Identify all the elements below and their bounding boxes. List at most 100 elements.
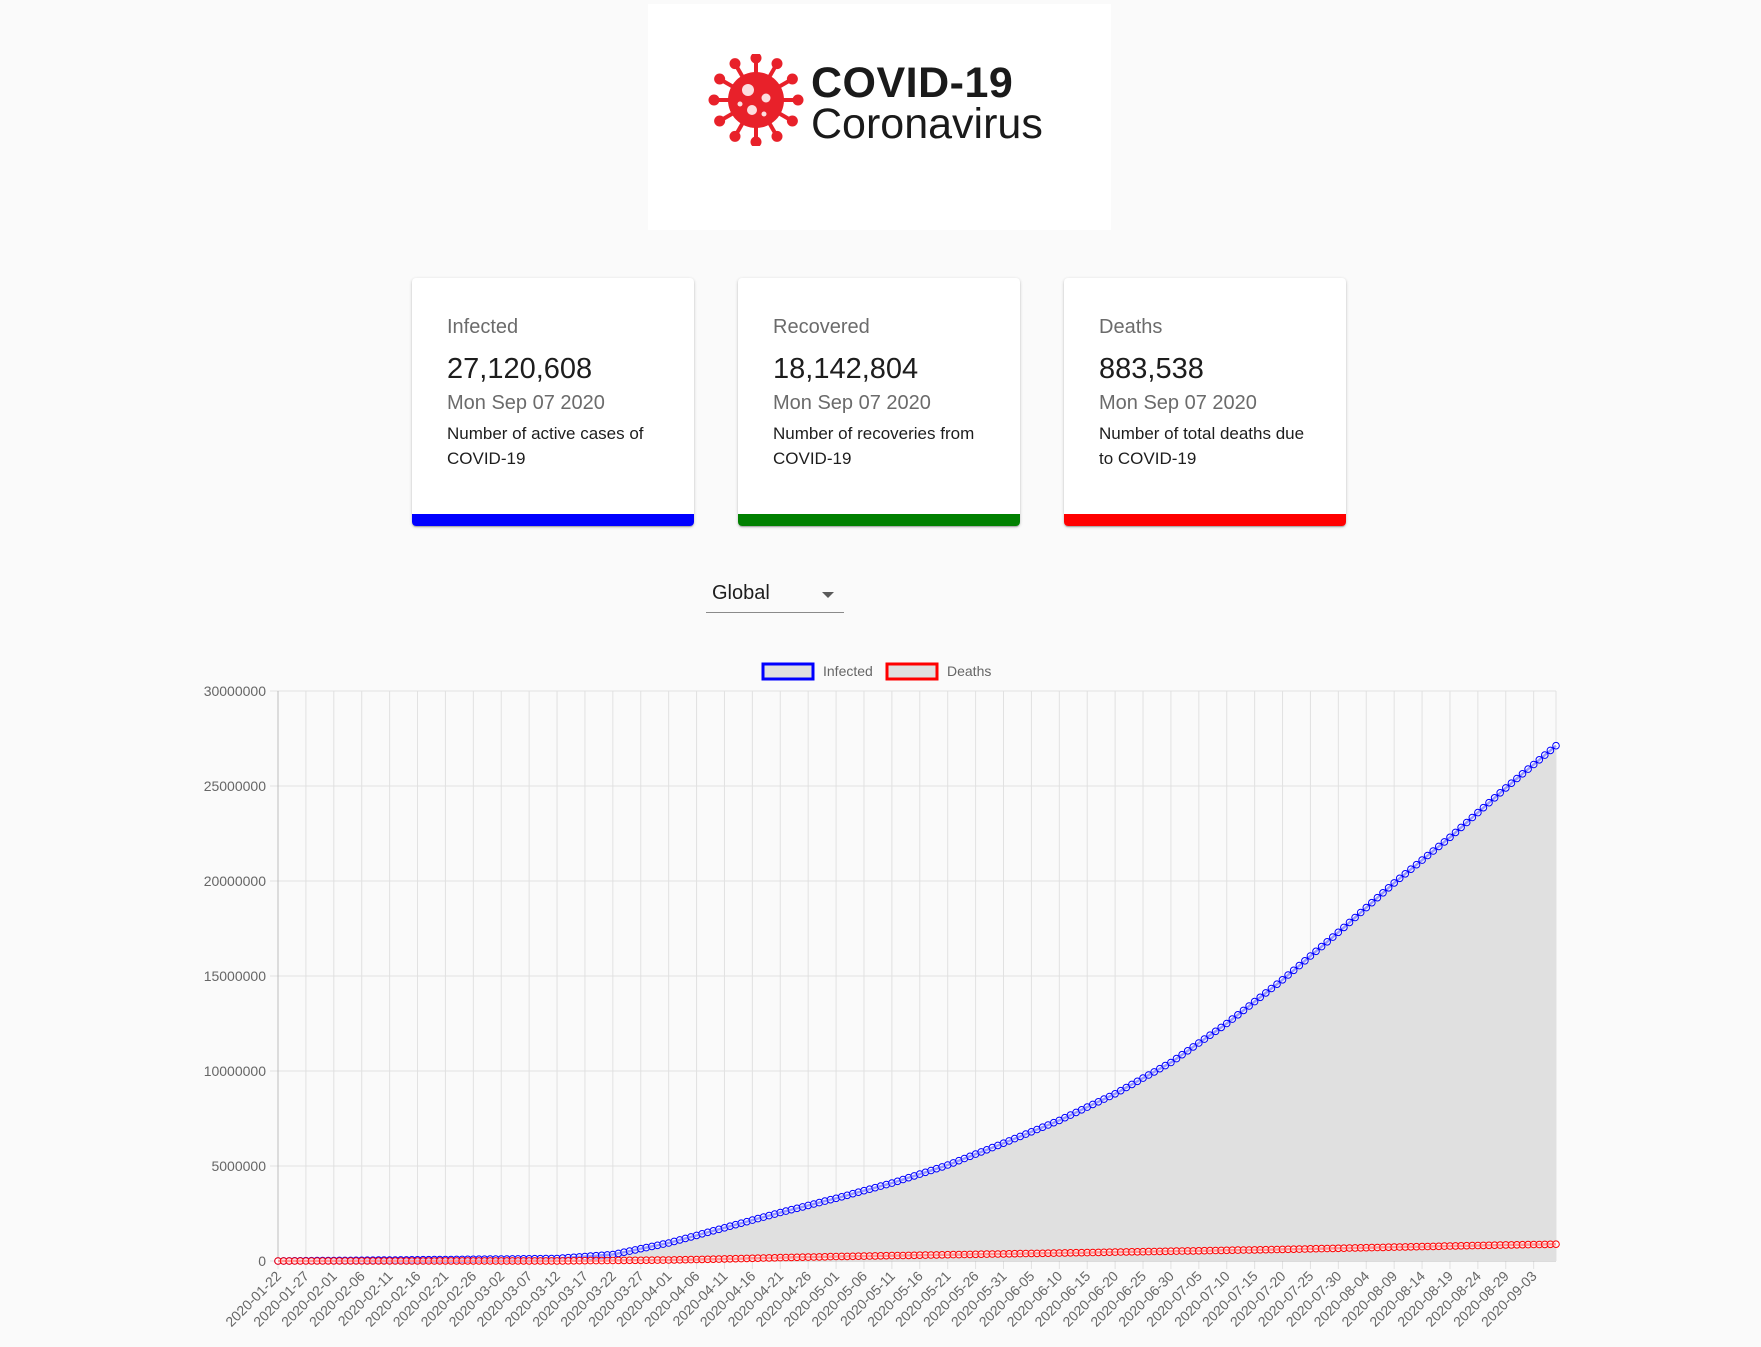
data-point [1513,774,1521,783]
data-point [1552,1240,1560,1249]
data-point [1217,1023,1225,1032]
data-point [1384,884,1393,892]
data-point [1329,933,1337,941]
data-point [1440,838,1449,846]
data-point [1356,908,1365,917]
data-point [1312,947,1320,956]
data-point [1183,1047,1192,1055]
data-point [1502,784,1510,792]
data-point [1178,1050,1186,1059]
data-point [1446,833,1454,842]
country-select[interactable]: Global [706,570,844,613]
data-point [1351,913,1359,922]
deaths-card: Deaths 883,538 Mon Sep 07 2020 Number of… [1064,278,1346,526]
card-value: 27,120,608 [447,353,593,385]
data-point [1301,957,1309,965]
y-tick-label: 5000000 [211,1158,266,1174]
data-point [1116,1086,1125,1095]
data-point [1256,993,1264,1002]
card-date: Mon Sep 07 2020 [1099,392,1257,414]
data-point [1345,918,1354,927]
data-point [1507,779,1516,787]
card-label: Recovered [773,316,870,338]
card-value: 18,142,804 [773,353,919,385]
data-point [1278,976,1287,984]
legend-label: Deaths [947,663,991,679]
data-point [1211,1027,1220,1036]
data-point [1518,770,1527,778]
data-point [1395,874,1404,883]
data-point [1228,1015,1237,1023]
data-point [1133,1077,1142,1086]
data-point [1139,1074,1147,1082]
data-point [1340,923,1348,932]
data-point [1317,942,1326,951]
card-label: Deaths [1099,316,1163,338]
logo-title: COVID-19 [811,59,1014,107]
data-point [1485,798,1493,807]
data-point [1195,1039,1203,1047]
y-tick-label: 10000000 [204,1063,267,1079]
data-point [1167,1058,1175,1067]
data-point [1200,1035,1209,1043]
card-color-bar [412,514,694,526]
card-color-bar [1064,514,1346,526]
card-value: 883,538 [1099,353,1204,385]
card-label: Infected [447,316,519,338]
data-point [1284,971,1292,979]
card-color-bar [738,514,1020,526]
data-point [1245,1002,1253,1010]
data-point [1535,756,1544,764]
y-tick-label: 15000000 [204,968,267,984]
data-point [1418,856,1426,864]
data-point [1239,1006,1248,1015]
legend-label: Infected [823,663,873,679]
legend-swatch [885,662,939,681]
data-point [1429,847,1437,855]
data-point [1206,1031,1214,1040]
infected-card: Infected 27,120,608 Mon Sep 07 2020 Numb… [412,278,694,526]
data-point [1122,1083,1131,1092]
y-tick-label: 30000000 [204,683,267,699]
data-point [1401,870,1410,878]
data-point [1496,789,1504,797]
virus-icon [708,54,804,146]
data-point [1128,1080,1136,1089]
y-tick-label: 20000000 [204,873,267,889]
card-description: Number of total deaths due to COVID-19 [1099,424,1305,468]
data-point [1234,1011,1242,1019]
data-point [1407,865,1415,873]
data-point [1111,1090,1119,1098]
series-area-infected [278,745,1556,1261]
legend-swatch [761,662,815,681]
data-point [1222,1019,1231,1028]
cases-line-chart: 0 5000000 10000000 15000000 20000000 25000000… [204,662,1560,1330]
data-point [1468,813,1477,822]
data-point [1479,803,1488,812]
data-point [1435,842,1443,851]
y-tick-label: 0 [258,1253,266,1269]
data-point [1189,1043,1197,1051]
data-point [1379,889,1387,897]
data-point [1267,984,1276,993]
data-point [1362,903,1371,912]
data-point [1546,746,1555,755]
data-point [1524,765,1532,773]
data-point [1289,966,1298,975]
data-point [1451,828,1460,837]
data-point [1334,928,1343,937]
chevron-down-icon [822,592,834,598]
data-point [1306,952,1315,960]
country-select-value: Global [712,582,770,604]
data-point [1412,860,1421,869]
data-point [1457,823,1465,832]
recovered-card: Recovered 18,142,804 Mon Sep 07 2020 Num… [738,278,1020,526]
data-point [1423,851,1432,860]
data-point [1390,879,1398,887]
card-date: Mon Sep 07 2020 [773,392,931,414]
logo-subtitle: Coronavirus [811,100,1043,148]
data-point [1552,741,1560,750]
data-point [1156,1064,1164,1073]
card-date: Mon Sep 07 2020 [447,392,605,414]
card-description: Number of active cases of COVID-19 [447,424,644,468]
